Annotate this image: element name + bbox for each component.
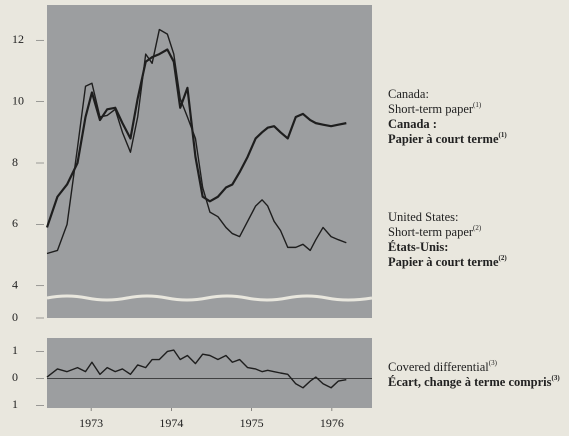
- legend-label: Short-term paper(1): [388, 101, 482, 116]
- y-tick-label: 1: [12, 343, 18, 357]
- legend-note: (3): [489, 359, 498, 367]
- legend-note: (2): [473, 224, 482, 232]
- legend-line: Écart, change à terme compris: [388, 375, 552, 389]
- y-tick-label: 12: [12, 32, 24, 46]
- y-tick-label: 0: [12, 310, 18, 324]
- y-tick-label: 1: [12, 397, 18, 411]
- legend-name: Canada:: [388, 87, 429, 101]
- legend-note: (1): [499, 131, 508, 139]
- legend-label: Covered differential(3): [388, 359, 498, 374]
- y-tick-label: 10: [12, 93, 24, 107]
- legend-note: (1): [473, 101, 482, 109]
- legend-label: Canada :: [388, 117, 437, 131]
- series-line: [46, 28, 347, 255]
- series-line: [45, 48, 347, 228]
- y-tick-label: 0: [12, 370, 18, 384]
- plot-area-top: [47, 5, 372, 318]
- x-tick-label: 1973: [79, 416, 103, 430]
- series-line: [46, 349, 347, 389]
- legend-note: (2): [499, 254, 508, 262]
- legend-label: Papier à court terme(1): [388, 131, 507, 146]
- y-tick-label: 8: [12, 155, 18, 169]
- x-tick-label: 1975: [240, 416, 264, 430]
- legend-line: Short-term paper: [388, 102, 474, 116]
- legend-line: Short-term paper: [388, 225, 474, 239]
- legend-line: États-Unis:: [388, 240, 448, 254]
- legend-label: États-Unis:: [388, 240, 448, 254]
- legend-label: Écart, change à terme compris(3): [388, 374, 560, 389]
- axis-break: [46, 294, 373, 302]
- legend-line: Canada :: [388, 117, 437, 131]
- y-tick-label: 6: [12, 216, 18, 230]
- legend-label: Short-term paper(2): [388, 224, 482, 239]
- legend-line: Papier à court terme: [388, 132, 499, 146]
- legend-line: Papier à court terme: [388, 255, 499, 269]
- legend-name: Covered differential: [388, 360, 489, 374]
- legend-label: United States:: [388, 210, 458, 224]
- x-tick-label: 1974: [159, 416, 183, 430]
- legend-note: (3): [552, 374, 561, 382]
- legend-label: Canada:: [388, 87, 429, 101]
- plot-area-bottom: [47, 338, 372, 408]
- x-tick-label: 1976: [320, 416, 344, 430]
- y-tick-label: 4: [12, 277, 18, 291]
- legend-name: United States:: [388, 210, 458, 224]
- legend-label: Papier à court terme(2): [388, 254, 507, 269]
